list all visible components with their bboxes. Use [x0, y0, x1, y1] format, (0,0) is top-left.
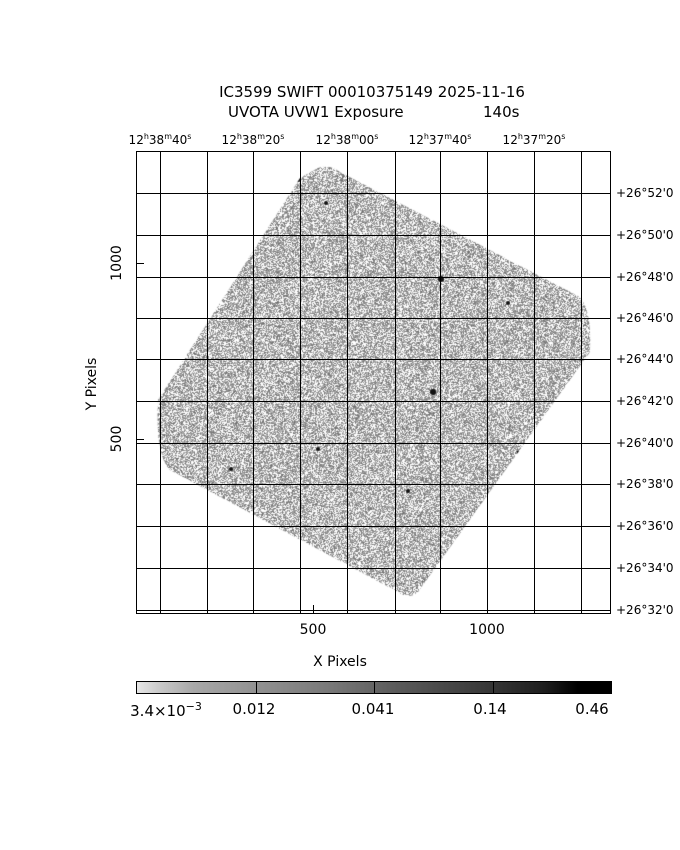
colorbar-label: 0.14 [473, 700, 507, 718]
ra-tick-label: 12h38m00s [315, 132, 379, 147]
x-axis-label: X Pixels [313, 654, 367, 670]
y-axis-label: Y Pixels [84, 357, 100, 411]
dec-tick-label: +26°38'0 [616, 477, 674, 491]
dec-tick-label: +26°50'0 [616, 228, 674, 242]
dec-tick-label: +26°34'0 [616, 561, 674, 575]
dec-tick-label: +26°36'0 [616, 519, 674, 533]
dec-tick-label: +26°52'0 [616, 186, 674, 200]
dec-tick-label: +26°42'0 [616, 394, 674, 408]
x-tick-label: 1000 [469, 622, 505, 638]
colorbar-label: 3.4×10−3 [130, 700, 202, 720]
dec-tick-label: +26°46'0 [616, 311, 674, 325]
dec-tick-label: +26°40'0 [616, 436, 674, 450]
colorbar-label: 0.041 [351, 700, 395, 718]
x-tick-label: 500 [299, 622, 327, 638]
exposure-value: 140s [483, 103, 520, 121]
plot-frame [136, 151, 611, 614]
ra-tick-label: 12h38m40s [128, 132, 192, 147]
plot-subtitle: UVOTA UVW1 Exposure [228, 103, 404, 121]
colorbar-label: 0.012 [232, 700, 276, 718]
dec-tick-label: +26°48'0 [616, 270, 674, 284]
ra-tick-label: 12h38m20s [221, 132, 285, 147]
colorbar-label: 0.46 [575, 700, 609, 718]
ra-tick-label: 12h37m40s [408, 132, 472, 147]
ra-tick-label: 12h37m20s [502, 132, 566, 147]
dec-tick-label: +26°44'0 [616, 352, 674, 366]
plot-title: IC3599 SWIFT 00010375149 2025-11-16 [219, 83, 525, 101]
y-tick-label: 1000 [109, 245, 125, 281]
y-tick-label: 500 [109, 425, 125, 453]
dec-tick-label: +26°32'0 [616, 603, 674, 617]
colorbar [136, 681, 612, 694]
